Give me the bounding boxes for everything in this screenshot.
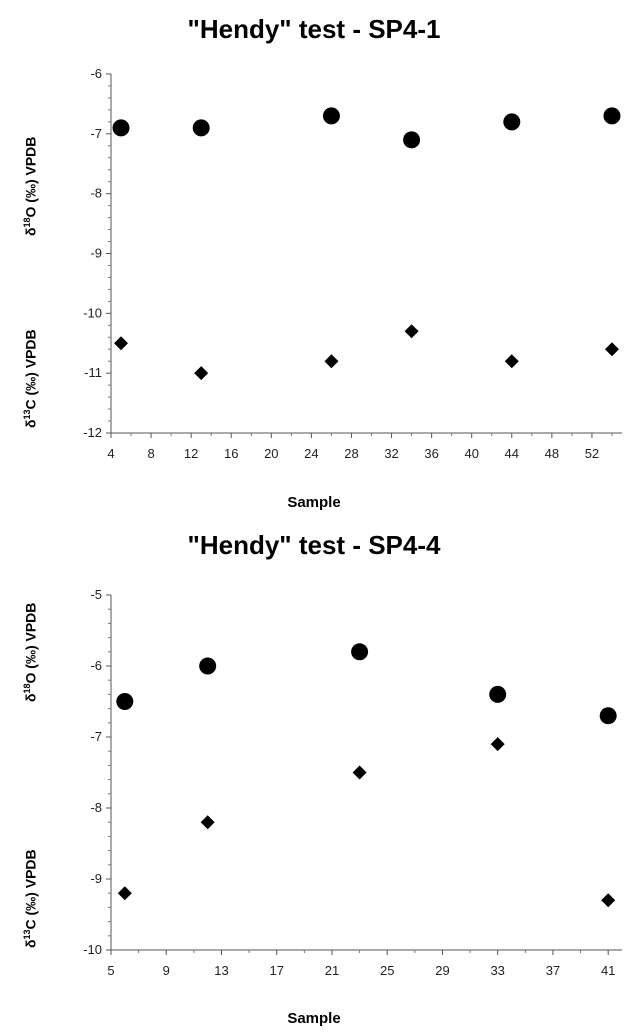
data-point-circle [351,643,369,661]
y-tick-label: -12 [83,425,102,440]
data-point-circle [403,131,421,149]
x-tick-label: 32 [384,446,398,461]
y-tick-label: -7 [90,126,102,141]
x-tick-label: 4 [107,446,114,461]
chart-panel-sp4-4: -10 -9 -8 -7 -6 -5 5 9 13 17 21 25 29 33 37 41 "Hendy" … [0,516,628,1032]
y-tick-label: -10 [83,942,102,957]
x-tick-label: 28 [344,446,358,461]
x-tick-label: 8 [147,446,154,461]
x-tick-label: 48 [545,446,559,461]
y-tick-label: -8 [90,186,102,201]
y-axis-label-d18o: δ18O (‰) VPDB [22,602,39,702]
x-tick-label: 25 [380,963,394,978]
x-tick-label: 20 [264,446,278,461]
chart-title: "Hendy" test - SP4-4 [187,530,441,560]
x-tick-label: 5 [107,963,114,978]
data-point-diamond [404,324,419,339]
data-point-circle [489,685,507,703]
x-tick-label: 16 [224,446,238,461]
scatter-plot-sp4-1: -12-11-10-9-8-7-64 8 12 16 20 24 28 32 36 40 44 48 5… [83,66,622,461]
x-tick-label: 40 [464,446,478,461]
y-tick-label: -9 [90,871,102,886]
x-tick-label: 17 [269,963,283,978]
data-point-diamond [490,737,505,752]
x-tick-label: 13 [214,963,228,978]
data-point-diamond [200,815,215,830]
x-tick-label: 21 [325,963,339,978]
x-tick-label: 52 [585,446,599,461]
chart-title: "Hendy" test - SP4-1 [187,14,441,44]
data-point-circle [112,119,130,137]
x-tick-label: 9 [163,963,170,978]
data-point-circle [503,113,521,131]
y-axis-label-d18o: δ18O (‰) VPDB [22,136,39,236]
x-tick-label: 44 [505,446,519,461]
data-point-diamond [601,893,616,908]
data-point-circle [603,107,621,125]
y-tick-label: -6 [90,658,102,673]
x-tick-label: 24 [304,446,318,461]
x-tick-label: 41 [601,963,615,978]
data-point-circle [599,707,617,725]
data-point-diamond [114,336,129,351]
x-tick-label: 37 [546,963,560,978]
data-point-diamond [604,342,619,357]
y-tick-label: -10 [83,305,102,320]
y-tick-label: -8 [90,800,102,815]
x-tick-label: 33 [490,963,504,978]
x-tick-label: 29 [435,963,449,978]
x-tick-label: 36 [424,446,438,461]
data-point-circle [322,107,340,125]
data-point-diamond [117,886,132,901]
data-point-diamond [504,354,519,369]
y-axis-label-d13c: δ13C (‰) VPDB [22,329,39,428]
x-axis-label: Sample [287,1010,341,1027]
y-tick-label: -6 [90,66,102,81]
data-point-circle [116,693,134,710]
y-tick-label: -5 [90,587,102,602]
y-tick-label: -9 [90,246,102,261]
x-axis-label: Sample [287,494,341,511]
y-tick-label: -11 [84,365,102,380]
data-point-diamond [194,366,209,381]
scatter-plot-sp4-4: -10 -9 -8 -7 -6 -5 5 9 13 17 21 25 29 33 37 41 [83,587,622,978]
data-point-diamond [324,354,339,369]
data-point-circle [192,119,210,137]
chart-panel-sp4-1: -12 -11 -10 -9 -8 -7 -6 4 8 12 16 20 24 28 32 36 40 44 48 5… [22,14,622,511]
data-point-diamond [352,765,367,780]
y-tick-label: -7 [90,729,102,744]
y-axis-label-d13c: δ13C (‰) VPDB [22,849,39,948]
data-point-circle [199,657,217,675]
x-tick-label: 12 [184,446,198,461]
